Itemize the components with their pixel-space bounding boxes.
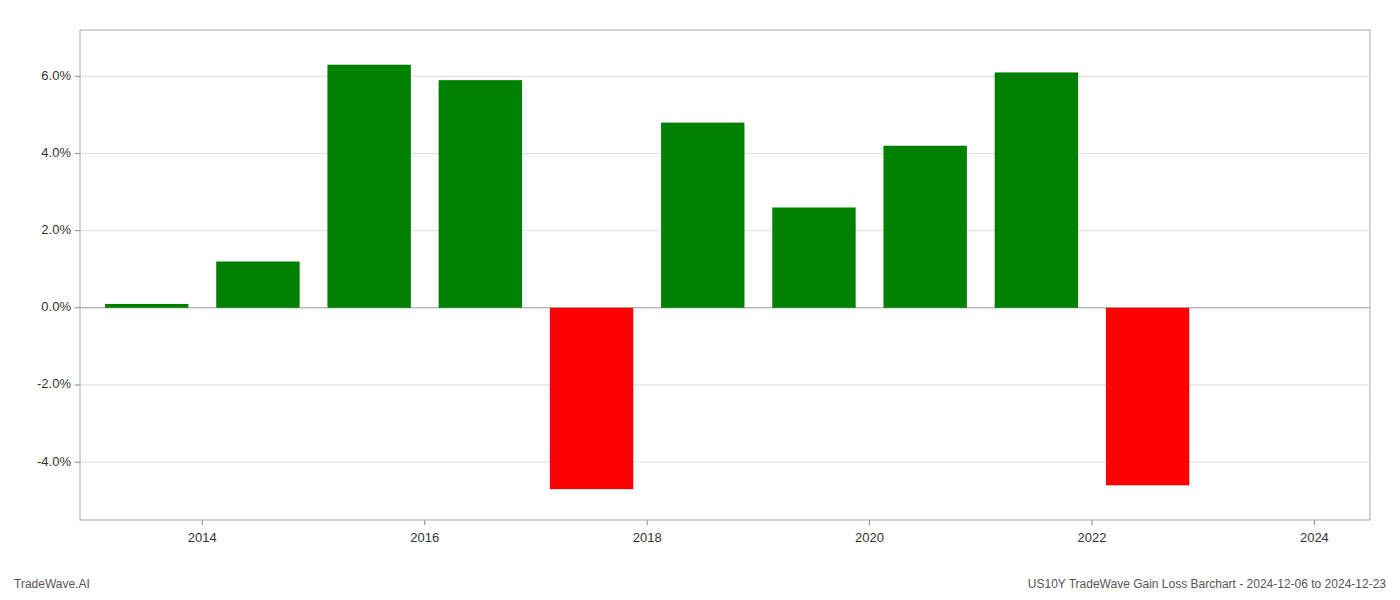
bar (439, 80, 522, 308)
x-tick-label: 2022 (1078, 530, 1107, 545)
bar (1106, 308, 1189, 485)
x-axis: 2014 2016 2018 2020 2022 2024 (188, 520, 1329, 545)
annotations: TradeWave.AI US10Y TradeWave Gain Loss Ba… (14, 577, 1386, 591)
grid-line (80, 76, 1370, 77)
y-tick (75, 462, 80, 463)
y-axis: -4.0% -2.0% 0.0% 2.0% 4.0% 6.0% (37, 68, 80, 469)
bar (883, 146, 966, 308)
y-tick-label: -2.0% (37, 376, 71, 391)
footer-text: US10Y TradeWave Gain Loss Barchart - 202… (1028, 577, 1387, 591)
bar (661, 123, 744, 308)
y-tick (75, 384, 80, 385)
bars (105, 65, 1189, 489)
plot-frame (80, 30, 1370, 520)
bar (772, 207, 855, 307)
x-tick-label: 2020 (855, 530, 884, 545)
bar (105, 304, 188, 308)
chart-svg: -4.0%-2.0%0.0%2.0%4.0%6.0%20142016201820… (0, 0, 1400, 600)
chart-container: -4.0%-2.0%0.0%2.0%4.0%6.0%20142016201820… (0, 0, 1400, 600)
x-tick-label: 2018 (633, 530, 662, 545)
footer-text: TradeWave.AI (14, 577, 90, 591)
x-tick (424, 520, 425, 525)
y-tick (75, 230, 80, 231)
y-tick-label: 4.0% (41, 145, 71, 160)
x-tick-label: 2016 (410, 530, 439, 545)
y-tick-label: 6.0% (41, 68, 71, 83)
y-tick (75, 76, 80, 77)
x-tick-label: 2014 (188, 530, 217, 545)
x-tick (869, 520, 870, 525)
x-tick-label: 2024 (1300, 530, 1329, 545)
y-tick-label: -4.0% (37, 454, 71, 469)
x-tick (1314, 520, 1315, 525)
y-tick (75, 153, 80, 154)
bar (216, 261, 299, 307)
y-tick-label: 0.0% (41, 299, 71, 314)
x-tick (1091, 520, 1092, 525)
x-tick (647, 520, 648, 525)
bar (327, 65, 410, 308)
y-tick (75, 307, 80, 308)
y-tick-label: 2.0% (41, 222, 71, 237)
bar (995, 72, 1078, 307)
x-tick (202, 520, 203, 525)
bar (550, 308, 633, 489)
